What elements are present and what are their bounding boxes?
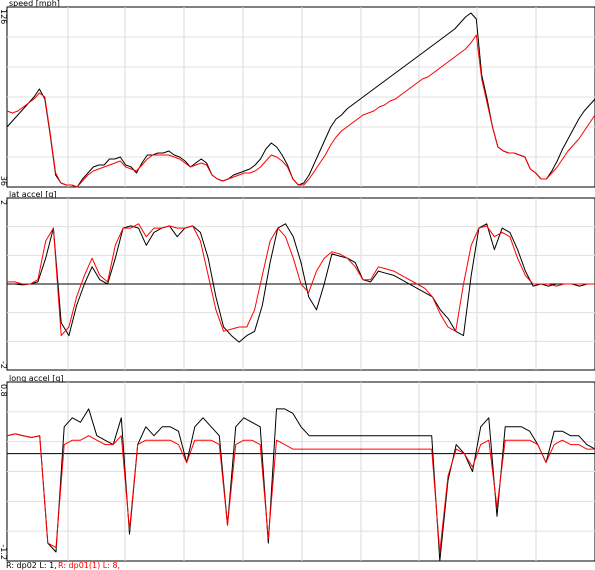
- panel-title: long accel [g]: [9, 374, 64, 383]
- series-line-red: [6, 433, 595, 553]
- footer-item-red: R: dp01(1) L: 8,: [58, 561, 120, 570]
- series-line-red: [6, 34, 595, 188]
- panel-title: speed [mph]: [9, 0, 60, 8]
- tick-label-top: 2: [0, 200, 8, 205]
- tick-label-top: 0.8: [0, 384, 8, 397]
- footer-legend: R: dp02 L: 1, R: dp01(1) L: 8,: [6, 561, 120, 570]
- series-line-black: [6, 408, 595, 562]
- tick-label-bottom: -2: [0, 361, 8, 369]
- tick-label-bottom: 36: [0, 176, 8, 186]
- panel-0: speed [mph]126 36: [0, 0, 595, 188]
- panel-2: long accel [g]0.8 -1.2: [0, 374, 595, 562]
- footer-item-black: R: dp02 L: 1,: [6, 561, 57, 570]
- series-line-red: [7, 223, 595, 337]
- tick-label-bottom: -1.2: [0, 544, 8, 560]
- series-line-black: [7, 223, 595, 343]
- panel-title: lat accel [g]: [9, 190, 57, 199]
- panel-1: lat accel [g]2 -2: [0, 190, 595, 371]
- tick-label-top: 126: [0, 9, 8, 24]
